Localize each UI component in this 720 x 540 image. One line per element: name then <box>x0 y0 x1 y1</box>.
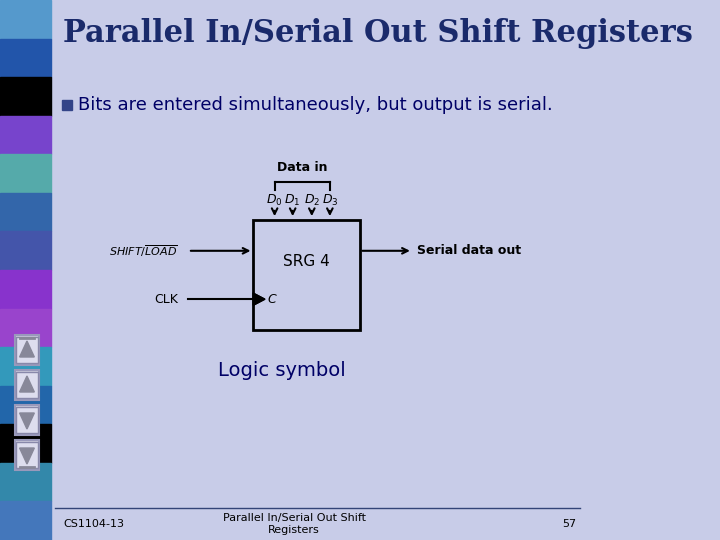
Bar <box>0 193 50 232</box>
Text: $D_2$: $D_2$ <box>304 192 320 207</box>
Bar <box>0 502 50 540</box>
Text: Data in: Data in <box>277 161 328 174</box>
Text: 57: 57 <box>562 519 576 529</box>
Bar <box>0 38 50 77</box>
Bar <box>0 154 50 193</box>
Text: $SHIFT/\overline{LOAD}$: $SHIFT/\overline{LOAD}$ <box>109 243 178 259</box>
Text: Bits are entered simultaneously, but output is serial.: Bits are entered simultaneously, but out… <box>78 96 552 114</box>
Bar <box>14 335 39 365</box>
Bar <box>0 270 50 308</box>
Bar <box>17 407 37 433</box>
Text: $D_1$: $D_1$ <box>284 192 301 207</box>
Text: Logic symbol: Logic symbol <box>218 361 346 380</box>
Bar <box>253 220 359 330</box>
Polygon shape <box>19 341 35 357</box>
Bar <box>0 232 50 270</box>
Bar <box>0 347 50 386</box>
Bar <box>0 424 50 463</box>
Bar <box>14 405 39 435</box>
Bar <box>14 440 39 470</box>
Polygon shape <box>253 293 265 305</box>
Polygon shape <box>19 448 35 464</box>
Bar <box>0 116 50 154</box>
Text: Serial data out: Serial data out <box>417 244 521 257</box>
Bar <box>0 77 50 116</box>
Bar <box>0 463 50 502</box>
Text: Parallel In/Serial Out Shift Registers: Parallel In/Serial Out Shift Registers <box>63 18 693 49</box>
Bar <box>17 442 37 468</box>
Polygon shape <box>19 413 35 429</box>
Bar <box>0 0 50 38</box>
Bar <box>17 337 37 363</box>
Text: SRG 4: SRG 4 <box>283 254 330 269</box>
Text: C: C <box>267 293 276 306</box>
Bar <box>0 308 50 347</box>
Bar <box>17 372 37 398</box>
Text: CS1104-13: CS1104-13 <box>63 519 124 529</box>
Bar <box>0 386 50 424</box>
Text: $D_3$: $D_3$ <box>322 192 338 207</box>
Text: CLK: CLK <box>154 293 178 306</box>
Text: $D_0$: $D_0$ <box>266 192 283 207</box>
Text: Parallel In/Serial Out Shift
Registers: Parallel In/Serial Out Shift Registers <box>222 513 366 535</box>
Bar <box>14 370 39 400</box>
Polygon shape <box>19 376 35 392</box>
